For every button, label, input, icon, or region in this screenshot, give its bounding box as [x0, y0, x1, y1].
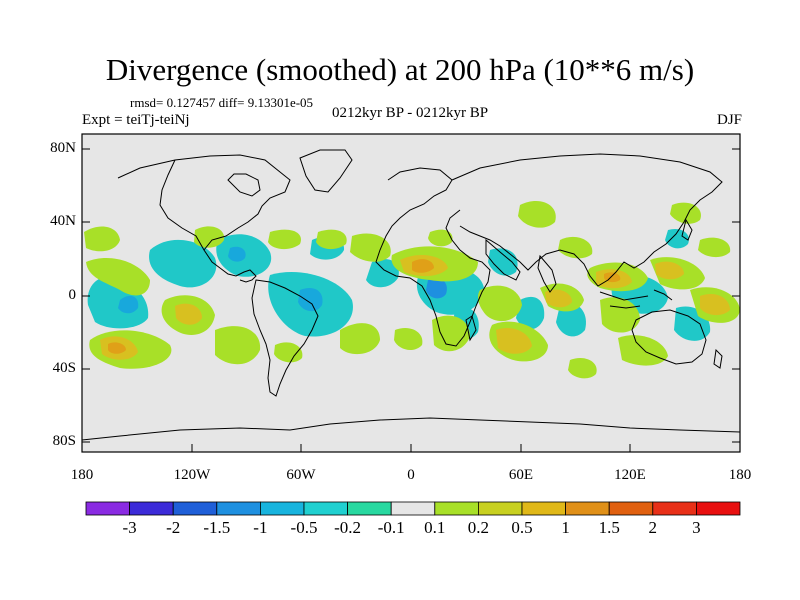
lat-label-80n: 80N [50, 140, 76, 156]
colorbar-label: 1.5 [598, 518, 620, 537]
colorbar-box [565, 501, 610, 516]
lat-label-40n: 40N [50, 213, 76, 229]
colorbar-label: 3 [692, 518, 701, 537]
colorbar-box [216, 501, 261, 516]
colorbar-label: -3 [122, 518, 137, 537]
period-label: 0212kyr BP - 0212kyr BP [331, 105, 489, 121]
strongest-positive-regions [108, 259, 621, 354]
colorbar-label: -0.2 [334, 518, 362, 537]
colorbar-label: -1 [253, 518, 268, 537]
colorbar-box [259, 501, 305, 516]
colorbar-label: 2 [648, 518, 658, 537]
lon-label-180e: 180 [728, 467, 752, 483]
colorbar-box [303, 501, 348, 516]
colorbar-box [608, 501, 654, 516]
colorbar [85, 501, 741, 516]
lat-label-80s: 80S [52, 433, 76, 449]
colorbar-box [521, 501, 566, 516]
lon-label-60e: 60E [508, 467, 534, 483]
map-title: Divergence (smoothed) at 200 hPa (10**6 … [105, 52, 695, 87]
colorbar-label: 1 [561, 518, 570, 537]
colorbar-label: -0.1 [377, 518, 405, 537]
colorbar-box [477, 501, 523, 516]
positive-divergence-regions [84, 201, 740, 379]
colorbar-label: -0.5 [290, 518, 318, 537]
season-label: DJF [716, 112, 742, 128]
rmsd-stats: rmsd= 0.127457 diff= 9.13301e-05 [130, 95, 314, 110]
axis-ticks [81, 148, 741, 452]
coastlines [82, 149, 740, 441]
colorbar-box [85, 501, 130, 516]
divergence-field [82, 149, 740, 441]
colorbar-box [129, 501, 174, 516]
colorbar-label: -1.5 [203, 518, 231, 537]
lon-label-120e: 120E [614, 467, 646, 483]
colorbar-box [696, 501, 741, 516]
experiment-label: Expt = teiTj-teiNj [82, 112, 190, 128]
colorbar-box [390, 501, 436, 516]
strong-positive-regions [100, 254, 730, 360]
lon-label-60w: 60W [286, 467, 316, 483]
lon-label-120w: 120W [173, 467, 211, 483]
lat-label-40s: 40S [52, 360, 76, 376]
colorbar-label: 0.5 [511, 518, 533, 537]
lon-label-180w: 180 [70, 467, 94, 483]
lat-label-eq: 0 [68, 287, 77, 303]
colorbar-label: -2 [166, 518, 181, 537]
colorbar-box [434, 501, 479, 516]
colorbar-box [172, 501, 218, 516]
colorbar-label: 0.2 [467, 518, 490, 537]
colorbar-box [347, 501, 392, 516]
lon-label-0: 0 [407, 467, 415, 483]
colorbar-box [652, 501, 697, 516]
colorbar-label: 0.1 [424, 518, 446, 537]
